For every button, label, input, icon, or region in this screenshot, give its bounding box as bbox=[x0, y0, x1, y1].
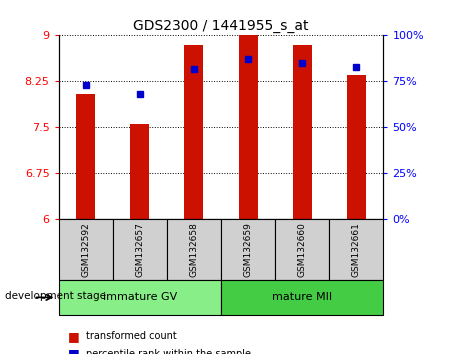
Text: mature MII: mature MII bbox=[272, 292, 332, 302]
Text: GSM132658: GSM132658 bbox=[189, 222, 198, 277]
Text: GSM132592: GSM132592 bbox=[81, 222, 90, 277]
Text: GSM132661: GSM132661 bbox=[352, 222, 361, 277]
Bar bbox=[293, 45, 312, 219]
Bar bbox=[239, 35, 258, 219]
Text: GSM132660: GSM132660 bbox=[298, 222, 307, 277]
Text: GSM132659: GSM132659 bbox=[244, 222, 253, 277]
Title: GDS2300 / 1441955_s_at: GDS2300 / 1441955_s_at bbox=[133, 19, 309, 33]
Bar bbox=[76, 94, 95, 219]
Text: ■: ■ bbox=[68, 330, 79, 343]
Bar bbox=[130, 124, 149, 219]
Text: ■: ■ bbox=[68, 348, 79, 354]
Bar bbox=[184, 45, 203, 219]
Text: development stage: development stage bbox=[5, 291, 106, 301]
Bar bbox=[347, 75, 366, 219]
Text: GSM132657: GSM132657 bbox=[135, 222, 144, 277]
Text: transformed count: transformed count bbox=[86, 331, 176, 341]
Text: immature GV: immature GV bbox=[103, 292, 177, 302]
Text: percentile rank within the sample: percentile rank within the sample bbox=[86, 349, 251, 354]
